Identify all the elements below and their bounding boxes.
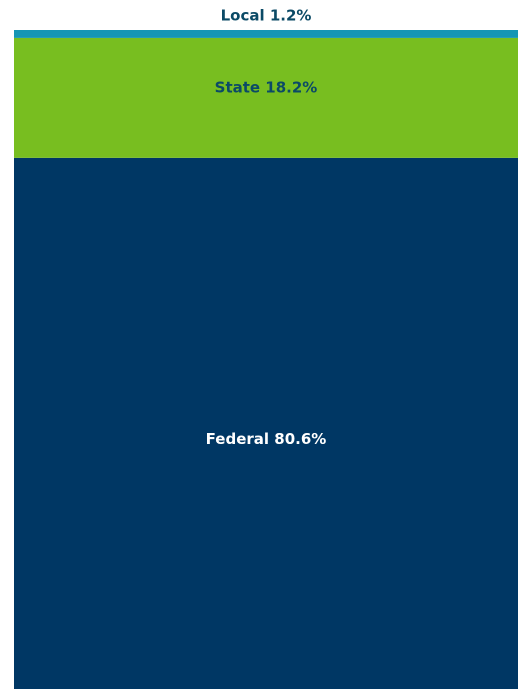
data-label: State 18.2% bbox=[215, 78, 318, 96]
data-label: Local 1.2% bbox=[221, 7, 312, 25]
bar-segment bbox=[14, 37, 518, 158]
data-label: Federal 80.6% bbox=[206, 430, 327, 448]
bar-segment bbox=[14, 157, 518, 689]
bar-segment bbox=[14, 30, 518, 38]
